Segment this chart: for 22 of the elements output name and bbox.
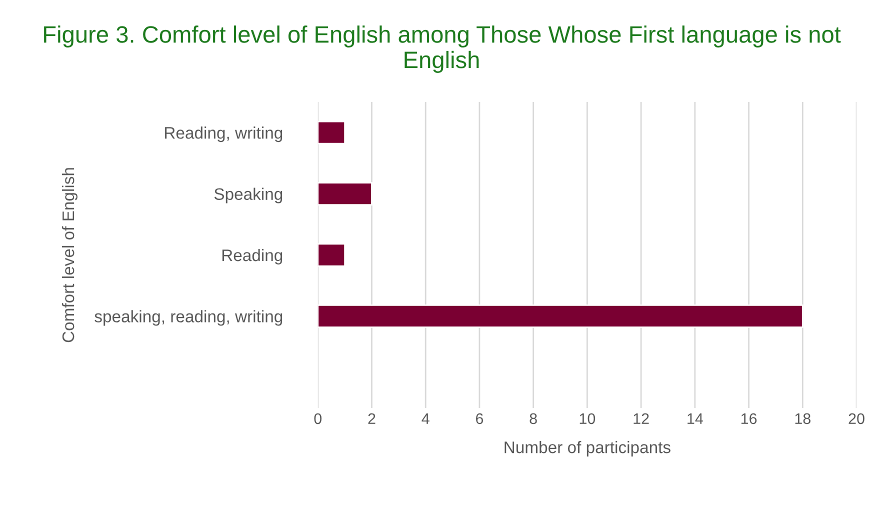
bar	[318, 304, 804, 328]
x-tick-label: 20	[848, 413, 864, 424]
x-tick-label: 10	[580, 413, 596, 424]
x-tick-label: 4	[422, 413, 430, 424]
x-axis-title: Number of participants	[504, 440, 670, 457]
bar	[318, 182, 372, 206]
bar	[318, 120, 346, 144]
x-tick-label: 2	[368, 413, 376, 424]
x-tick-label: 18	[795, 413, 810, 424]
x-tick-label: 14	[688, 413, 703, 424]
chart-title: Figure 3. Comfort level of English among Those Whose First language is not English	[44, 26, 841, 73]
y-tick-label: Speaking	[214, 188, 282, 204]
y-tick-label: Reading, writing	[165, 126, 282, 142]
y-tick-label: Reading	[222, 248, 282, 264]
x-tick-label: 0	[314, 413, 322, 424]
y-tick-label: speaking, reading, writing	[94, 310, 282, 326]
bar	[318, 243, 346, 267]
x-tick-label: 16	[741, 413, 757, 424]
x-tick-label: 12	[634, 413, 649, 424]
x-tick-label: 8	[530, 413, 537, 424]
y-axis-title: Comfort level of English	[62, 168, 78, 342]
x-tick-label: 6	[476, 413, 484, 424]
